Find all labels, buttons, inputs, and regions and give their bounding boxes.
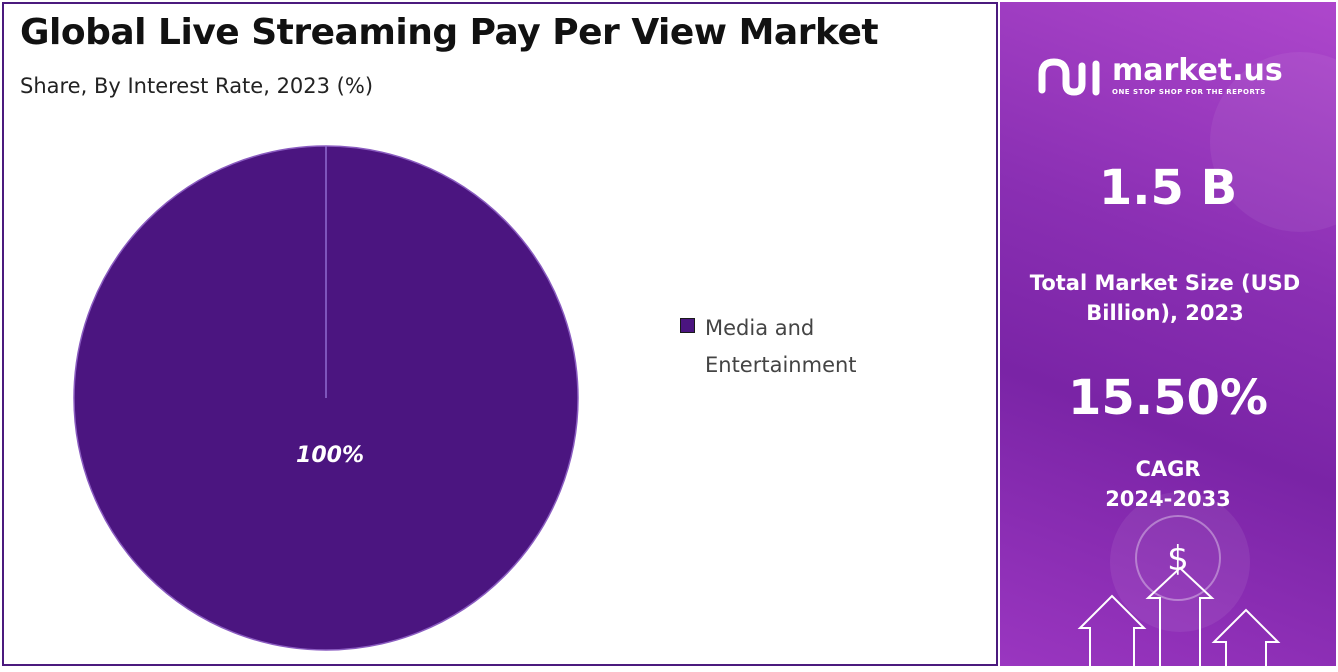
brand-tagline: ONE STOP SHOP FOR THE REPORTS xyxy=(1112,88,1266,96)
brand-name: market.us xyxy=(1112,53,1283,88)
legend-label-media-entertainment: Media and Entertainment xyxy=(705,316,857,377)
market-us-logo: market.us ONE STOP SHOP FOR THE REPORTS xyxy=(1036,54,1283,98)
market-us-logo-icon xyxy=(1038,58,1100,96)
market-size-value: 1.5 B xyxy=(1098,160,1238,216)
summary-sidebar: $ market.us ONE STOP SHOP FOR THE REPORT… xyxy=(1000,2,1336,666)
chart-subtitle: Share, By Interest Rate, 2023 (%) xyxy=(20,74,374,98)
pie-data-label: 100% xyxy=(296,443,364,468)
sidebar-background-decoration: $ xyxy=(1077,52,1336,666)
cagr-value: 15.50% xyxy=(1068,370,1268,426)
pie-chart: 100% xyxy=(73,145,579,651)
chart-title: Global Live Streaming Pay Per View Marke… xyxy=(20,12,879,53)
dollar-sign: $ xyxy=(1167,539,1189,579)
cagr-label: CAGR xyxy=(1135,457,1201,481)
growth-arrows-icon xyxy=(1077,566,1281,666)
dollar-coin-icon: $ xyxy=(1135,515,1221,601)
chart-legend: Media and Entertainment xyxy=(680,310,905,384)
legend-swatch-media-entertainment xyxy=(680,318,695,333)
market-size-label: Total Market Size (USD Billion), 2023 xyxy=(1029,271,1301,325)
cagr-period: 2024-2033 xyxy=(1105,487,1231,511)
